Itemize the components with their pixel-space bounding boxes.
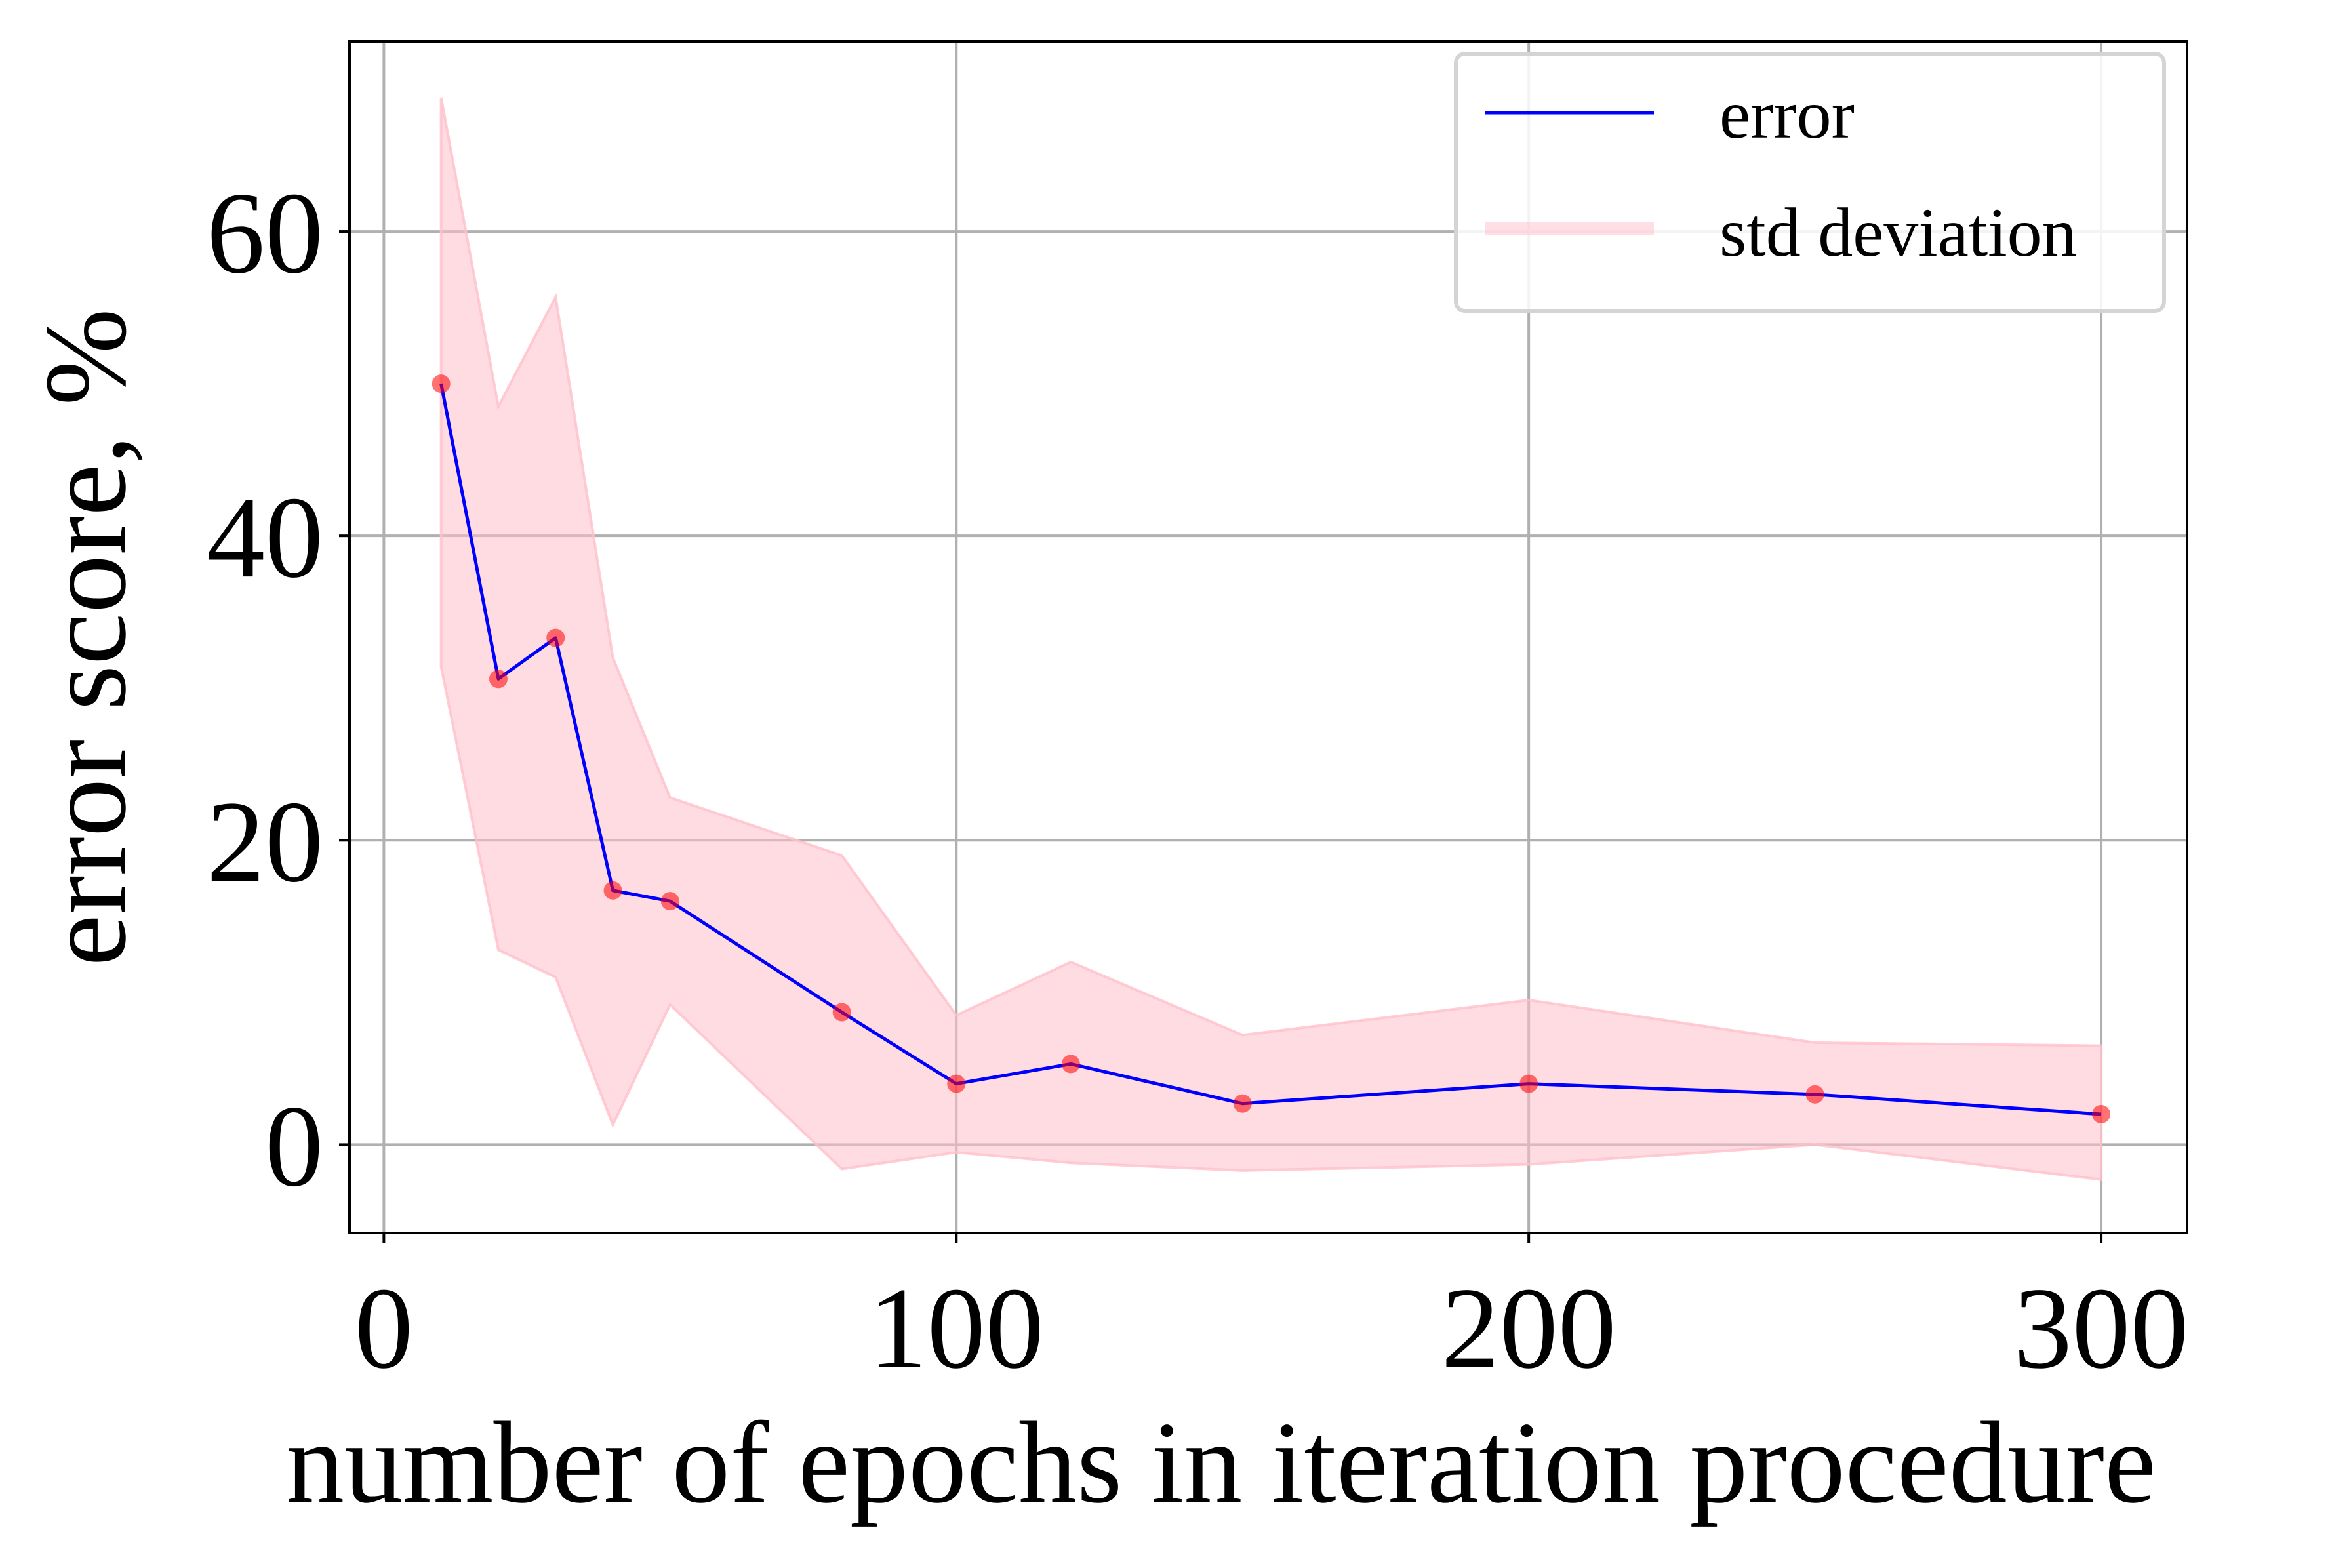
y-tick-label: 60 xyxy=(207,168,323,298)
x-tick-label: 100 xyxy=(869,1263,1044,1393)
data-point xyxy=(832,1003,851,1022)
plot-frame xyxy=(348,40,2188,1234)
data-point xyxy=(1805,1085,1824,1104)
std-band-layer xyxy=(439,97,2103,1182)
std-deviation-band xyxy=(439,97,2103,1182)
marker-layer xyxy=(432,374,2111,1123)
legend-error-label: error xyxy=(1719,76,1855,153)
data-point xyxy=(1233,1094,1252,1113)
legend: error std deviation xyxy=(1454,52,2166,313)
error-line xyxy=(439,383,2102,1116)
data-point xyxy=(546,628,565,647)
data-point xyxy=(2092,1104,2111,1123)
data-point xyxy=(603,881,622,900)
y-tick-label: 0 xyxy=(265,1081,323,1211)
y-axis-label: error score, % xyxy=(20,308,150,966)
tick-layer: 0 100 200 300 0 20 40 60 xyxy=(207,168,2189,1393)
data-point xyxy=(1061,1055,1080,1074)
y-tick-label: 40 xyxy=(207,472,323,602)
x-tick-label: 300 xyxy=(2014,1263,2189,1393)
legend-std-label: std deviation xyxy=(1719,194,2077,271)
x-tick-label: 0 xyxy=(355,1263,413,1393)
data-point xyxy=(432,374,451,393)
legend-std-swatch xyxy=(1485,222,1654,235)
y-tick-label: 20 xyxy=(207,776,323,906)
error-line-layer xyxy=(439,383,2102,1116)
legend-box xyxy=(1454,52,2166,313)
data-point xyxy=(489,670,508,689)
x-axis-label: number of epochs in iteration procedure xyxy=(286,1397,2156,1527)
data-point xyxy=(1519,1074,1538,1093)
x-tick-label: 200 xyxy=(1441,1263,1617,1393)
data-point xyxy=(660,892,679,911)
data-point xyxy=(947,1074,966,1093)
